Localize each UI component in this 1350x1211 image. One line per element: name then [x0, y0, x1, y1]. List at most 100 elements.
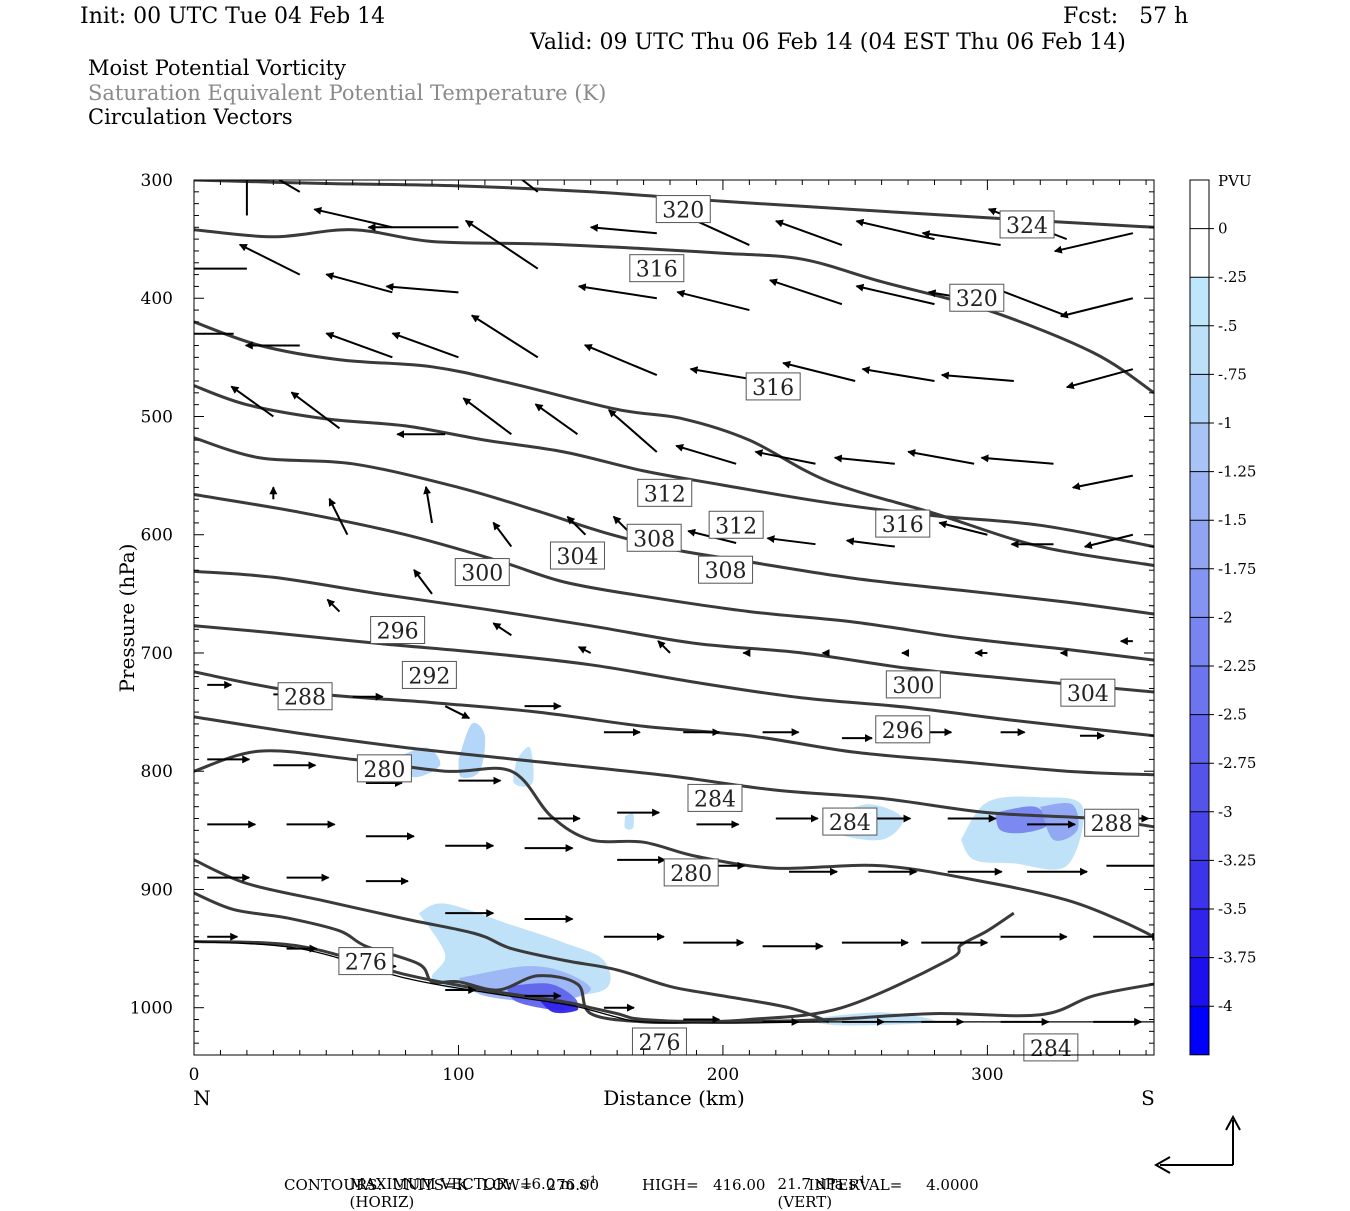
vector-63: [657, 640, 671, 654]
circulation-vectors: [194, 180, 1154, 1026]
vector-46: [1071, 474, 1134, 491]
colorbar-cell: [1190, 374, 1209, 423]
colorbar-label: -3.5: [1218, 900, 1247, 918]
contour-label-4: 316: [745, 372, 801, 401]
contour-label-12: 296: [370, 616, 426, 645]
colorbar-cell: [1190, 228, 1209, 278]
isentrope-3: [194, 384, 1154, 549]
contour-label-24: 276: [631, 1027, 687, 1056]
vector-1: [277, 180, 301, 193]
vector-73: [444, 705, 471, 720]
vector-27: [391, 331, 459, 359]
field-title-thetae: Saturation Equivalent Potential Temperat…: [88, 81, 607, 105]
y-tick-label: 800: [141, 762, 173, 782]
svg-text:324: 324: [1006, 214, 1048, 239]
colorbar-cell: [1190, 617, 1209, 666]
colorbar-label: -2.25: [1218, 657, 1256, 675]
svg-text:300: 300: [461, 562, 503, 587]
colorbar-label: -1.75: [1218, 560, 1256, 578]
init-label: Init: 00 UTC Tue 04 Feb 14: [80, 4, 386, 29]
isentrope-5: [194, 493, 1154, 662]
vector-56: [938, 520, 988, 536]
reference-vector-icon: [1153, 1114, 1241, 1174]
colorbar-label: -.5: [1218, 317, 1237, 335]
colorbar-label: -1: [1218, 414, 1233, 432]
isentrope-12: [194, 891, 1015, 1025]
vector-5: [589, 223, 657, 235]
colorbar-cell: [1190, 423, 1209, 472]
vector-18: [676, 289, 750, 312]
svg-text:308: 308: [633, 527, 675, 552]
vector-34: [1065, 368, 1134, 390]
contour-label-21: 288: [1084, 808, 1140, 837]
vector-32: [861, 366, 935, 382]
contour-label-15: 304: [1060, 678, 1116, 707]
vector-55: [845, 537, 895, 548]
y-tick-label: 700: [141, 644, 173, 664]
vector-35: [230, 385, 274, 418]
forecast-hour: Fcst: 57 h: [1063, 4, 1189, 29]
vector-43: [833, 454, 895, 465]
vector-31: [782, 360, 856, 382]
vector-60: [413, 569, 433, 595]
colorbar-label: -3.25: [1218, 851, 1256, 869]
vector-48: [328, 497, 349, 536]
contour-label-8: 308: [626, 523, 682, 552]
svg-text:276: 276: [638, 1031, 680, 1056]
svg-text:312: 312: [644, 482, 686, 507]
colorbar-cell: [1190, 957, 1209, 1007]
contour-label-20: 284: [822, 807, 878, 836]
colorbar-label: -3: [1218, 803, 1233, 821]
svg-text:320: 320: [956, 287, 998, 312]
svg-text:304: 304: [556, 545, 598, 570]
x-tick-label: 200: [707, 1065, 739, 1085]
vector-39: [534, 403, 579, 436]
colorbar-label: -.25: [1218, 268, 1247, 286]
vector-33: [940, 371, 1014, 383]
vector-54: [766, 535, 816, 546]
y-tick-label: 500: [141, 407, 173, 427]
vector-16: [464, 219, 539, 270]
colorbar-cell: [1190, 909, 1209, 958]
contour-label-13: 292: [401, 660, 457, 689]
y-axis-title: Pressure (hPa): [115, 544, 139, 693]
vector-49: [423, 485, 434, 524]
svg-text:300: 300: [892, 674, 934, 699]
colorbar-cell: [1190, 471, 1209, 521]
contour-label-9: 304: [549, 541, 605, 570]
axis-ticks: 300 400 500 600 700 800 900 1000 0 100 200 300: [130, 171, 1154, 1085]
contour-label-25: 284: [1023, 1033, 1079, 1062]
vector-44: [907, 449, 975, 465]
colorbar-cell: [1190, 714, 1209, 764]
x-axis-title: Distance (km): [603, 1086, 745, 1110]
svg-text:308: 308: [705, 559, 747, 584]
contour-label-17: 296: [875, 715, 931, 744]
contour-label-2: 316: [629, 254, 685, 283]
colorbar-label: -4: [1218, 997, 1233, 1015]
colorbar-cell: [1190, 568, 1209, 618]
vector-11: [1053, 232, 1134, 254]
x-tick-label: 300: [971, 1065, 1003, 1085]
svg-text:312: 312: [715, 514, 757, 539]
svg-text:292: 292: [408, 664, 450, 689]
vector-4: [520, 180, 539, 193]
vector-59: [326, 598, 341, 613]
vector-38: [462, 397, 512, 436]
vector-14: [325, 272, 393, 294]
svg-text:296: 296: [377, 620, 419, 645]
contour-info: CONTOURS: UNITS=K LOW= 276.00 HIGH= 416.…: [284, 1176, 979, 1194]
contour-label-22: 280: [663, 858, 719, 887]
vector-2: [313, 206, 393, 229]
colorbar-cell: [1190, 811, 1209, 861]
valid-time: Valid: 09 UTC Thu 06 Feb 14 (04 EST Thu …: [530, 30, 1126, 55]
vector-36: [290, 391, 341, 430]
colorbar-cell: [1190, 1006, 1209, 1055]
vector-40: [608, 409, 658, 453]
vector-51: [566, 516, 587, 536]
vector-50: [492, 521, 513, 548]
vector-58: [1083, 533, 1134, 549]
colorbar-cell: [1190, 325, 1209, 375]
x-tick-label: 100: [442, 1065, 474, 1085]
x-tick-label: 0: [189, 1065, 200, 1085]
